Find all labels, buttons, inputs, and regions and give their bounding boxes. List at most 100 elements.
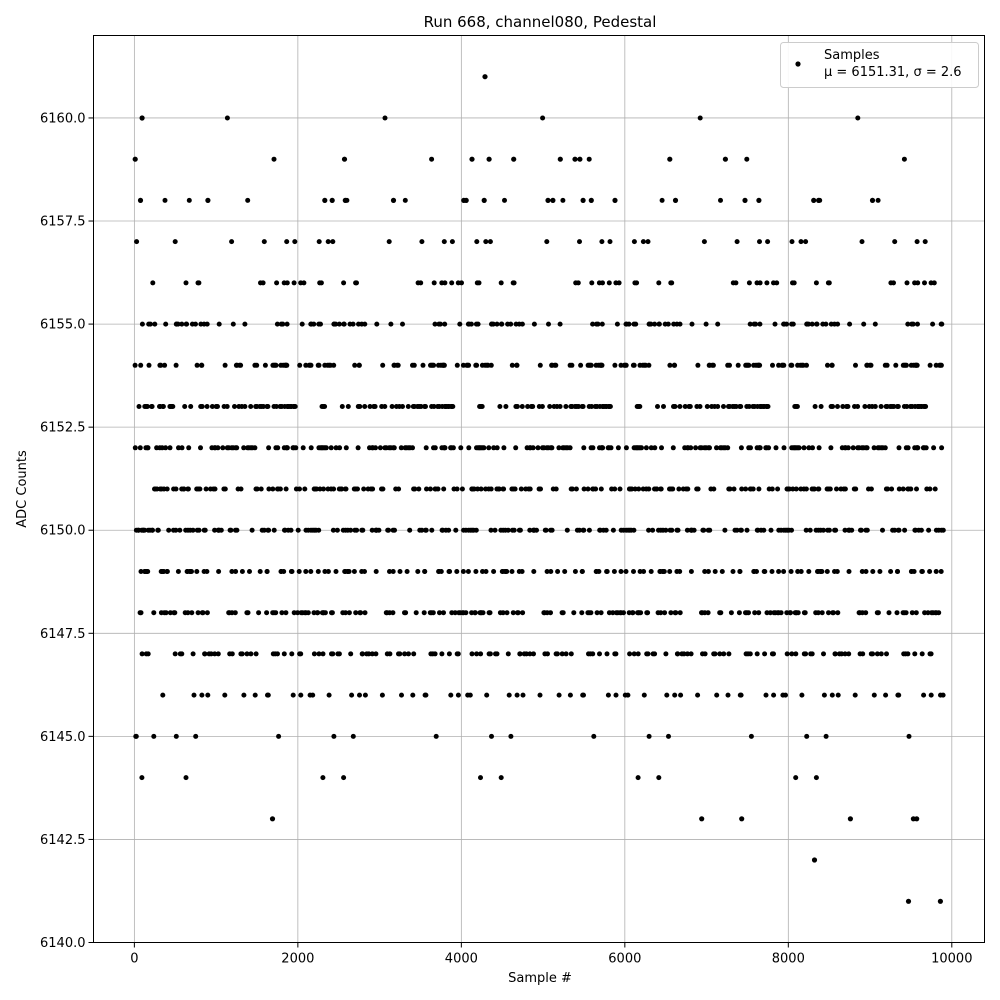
data-point [580,404,586,409]
data-point [357,404,363,409]
data-point [188,404,194,409]
data-point [439,651,445,657]
data-point [473,569,479,574]
data-point [355,445,361,451]
data-point [320,775,326,781]
data-point [892,239,898,245]
data-point [798,569,804,574]
data-point [684,527,690,533]
data-point [871,692,877,698]
data-point [151,733,157,739]
data-point [196,527,202,533]
data-point [593,486,599,492]
data-point [256,610,262,616]
data-point [789,239,795,245]
data-point [606,280,612,286]
data-point [229,651,235,657]
data-point [474,651,480,657]
data-point [176,445,181,451]
data-point [641,692,647,698]
legend-series-name: Samples [824,48,880,63]
data-point [877,569,883,574]
data-point [895,569,900,574]
data-point [242,321,248,327]
data-point [868,362,874,368]
data-point [442,321,448,327]
data-point [893,362,899,368]
outlier-point [469,156,475,162]
data-point [896,445,902,451]
data-point [387,651,393,657]
data-point [373,445,378,451]
data-point [714,445,719,451]
data-point [421,610,427,616]
data-point [545,651,550,657]
data-point [919,651,925,657]
data-point [480,569,485,574]
data-point [183,280,189,286]
data-point [598,486,604,492]
data-point [147,321,153,327]
data-point [839,651,845,657]
data-point [891,280,896,286]
data-point [167,610,173,616]
data-point [402,651,408,657]
data-point [672,362,678,368]
data-point [734,239,740,245]
data-point [241,445,247,451]
data-point [902,527,908,533]
data-point [475,486,481,492]
data-point [430,610,436,616]
data-point [145,569,151,574]
data-point [766,445,772,451]
data-point [416,486,422,492]
data-point [374,321,380,327]
data-point [379,692,385,698]
data-point [189,569,194,574]
data-point [814,321,820,327]
data-point [295,610,301,616]
data-point [852,692,858,698]
data-point [650,527,656,533]
data-point [355,486,360,492]
data-point [632,486,638,492]
data-point [270,486,276,492]
data-point [544,569,550,574]
data-point [534,527,539,533]
data-point [265,692,271,698]
data-point [939,445,945,451]
data-point [222,486,228,492]
data-point [921,692,927,698]
data-point [331,733,337,739]
outlier-point [481,197,487,203]
data-point [556,445,562,451]
data-point [290,692,296,698]
data-point [481,445,487,451]
data-point [738,527,744,533]
data-point [134,239,140,245]
data-point [182,404,188,409]
data-point [576,527,582,533]
data-point [630,610,636,616]
data-point [391,445,397,451]
data-point [604,651,610,657]
data-point [603,527,609,533]
data-point [926,527,932,533]
data-point [752,610,758,616]
data-point [637,404,643,409]
data-point [222,692,228,698]
data-point [599,321,605,327]
data-point [292,239,298,245]
data-point [343,445,349,451]
data-point [387,569,392,574]
data-point [337,445,343,451]
data-point [525,404,531,409]
outlier-point [914,816,920,822]
y-tick-label: 6142.5 [40,833,86,848]
data-point [746,362,752,368]
data-point [448,692,454,698]
data-point [418,280,424,286]
data-point [754,569,759,574]
data-point [423,404,428,409]
data-point [652,321,658,327]
